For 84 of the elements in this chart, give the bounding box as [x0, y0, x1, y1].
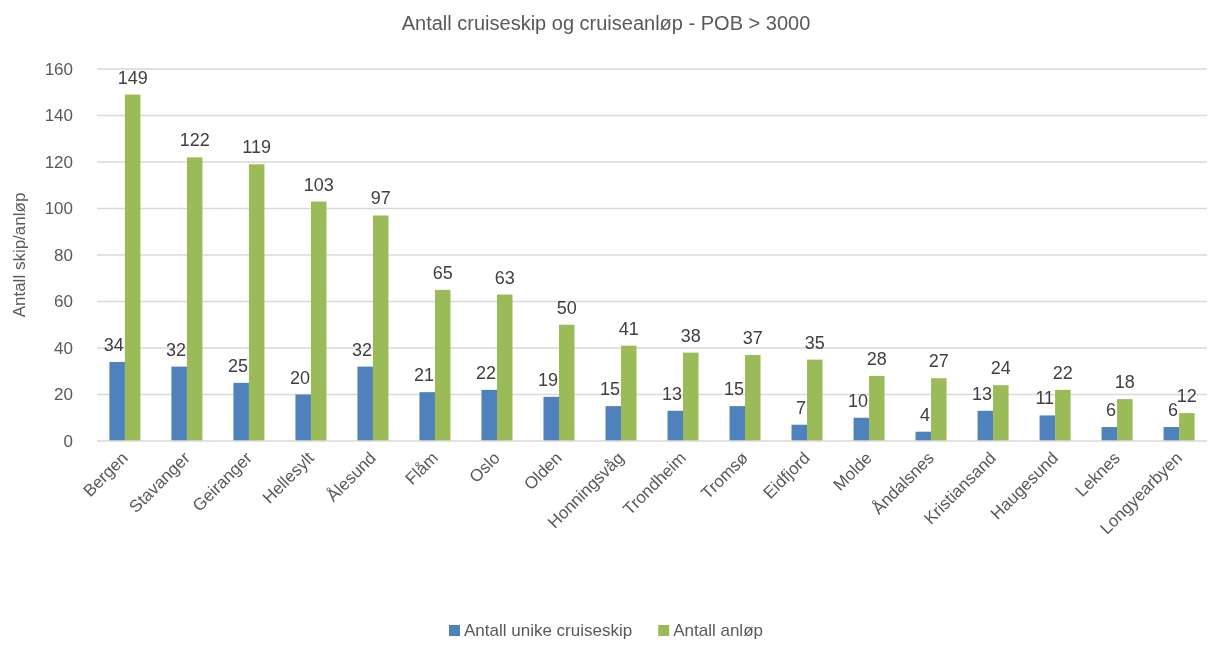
data-label: 12	[1176, 386, 1197, 407]
data-label: 34	[103, 334, 124, 355]
data-label: 35	[804, 332, 825, 353]
bar	[543, 396, 559, 441]
bar	[807, 359, 823, 441]
data-label: 6	[1168, 400, 1179, 421]
bar	[186, 157, 203, 441]
bar	[869, 375, 885, 441]
bar	[434, 289, 451, 441]
bar	[419, 392, 435, 441]
data-label: 25	[227, 355, 248, 376]
bar	[372, 215, 389, 441]
data-label: 27	[928, 351, 949, 372]
bar	[1101, 427, 1118, 441]
bar	[481, 389, 497, 441]
bar	[171, 366, 187, 441]
data-label: 50	[556, 297, 577, 318]
data-label: 18	[1114, 372, 1135, 393]
data-label: 41	[618, 318, 639, 339]
data-label: 4	[920, 404, 931, 425]
data-label: 97	[370, 188, 391, 209]
data-label: 122	[179, 130, 210, 151]
data-label: 32	[165, 339, 186, 360]
data-label: 19	[537, 369, 558, 390]
data-label: 37	[742, 327, 763, 348]
bar	[1163, 427, 1180, 441]
data-label: 15	[723, 379, 745, 400]
data-label: 24	[990, 358, 1011, 379]
y-tick-label: 120	[44, 152, 73, 172]
data-label: 22	[475, 362, 496, 383]
data-label: 7	[796, 397, 807, 418]
bar	[931, 378, 947, 441]
data-label: 20	[289, 367, 310, 388]
bar	[745, 354, 761, 441]
bar	[357, 366, 373, 441]
legend-label: Antall unike cruiseskip	[464, 620, 633, 640]
bar	[620, 345, 637, 441]
data-label: 6	[1106, 400, 1117, 421]
bar	[667, 410, 684, 441]
y-tick-label: 140	[44, 106, 73, 126]
legend-label: Antall anløp	[673, 620, 763, 640]
y-tick-label: 80	[54, 245, 73, 265]
data-label: 13	[661, 383, 683, 404]
bar	[1179, 413, 1195, 441]
y-tick-label: 20	[54, 385, 73, 405]
data-label: 28	[866, 348, 887, 369]
bar	[124, 94, 141, 441]
data-label: 63	[494, 267, 515, 288]
data-label: 10	[848, 390, 869, 411]
data-label: 65	[432, 262, 453, 283]
bar	[310, 201, 327, 441]
bar	[993, 385, 1009, 441]
bar	[605, 406, 621, 441]
y-tick-label: 100	[44, 199, 73, 219]
y-axis-title: Antall skip/anløp	[10, 192, 29, 318]
y-tick-label: 40	[54, 338, 73, 358]
data-label: 32	[351, 339, 372, 360]
data-label: 21	[413, 365, 434, 386]
chart-title: Antall cruiseskip og cruiseanløp - POB > 3000	[401, 12, 811, 34]
data-label: 38	[680, 325, 701, 346]
y-tick-label: 160	[44, 59, 73, 79]
data-label: 103	[303, 174, 334, 195]
bar	[496, 294, 513, 441]
data-label: 13	[972, 383, 993, 404]
bar	[1055, 389, 1071, 441]
bar	[977, 410, 994, 441]
bar	[233, 382, 249, 441]
data-label: 15	[599, 379, 620, 400]
bar	[248, 164, 265, 441]
y-tick-label: 0	[63, 431, 73, 451]
y-tick-label: 60	[54, 292, 73, 312]
bar	[1117, 399, 1133, 441]
data-label: 149	[117, 67, 148, 88]
bar	[683, 352, 699, 441]
bar	[295, 394, 311, 441]
bar	[558, 324, 575, 441]
x-tick-label: Oslo	[465, 448, 504, 487]
bar	[109, 361, 125, 441]
bar	[853, 417, 870, 441]
data-label: 22	[1052, 362, 1073, 383]
data-label: 119	[242, 137, 272, 158]
bar	[1039, 415, 1056, 441]
bar	[729, 406, 746, 441]
data-label: 11	[1035, 388, 1055, 409]
